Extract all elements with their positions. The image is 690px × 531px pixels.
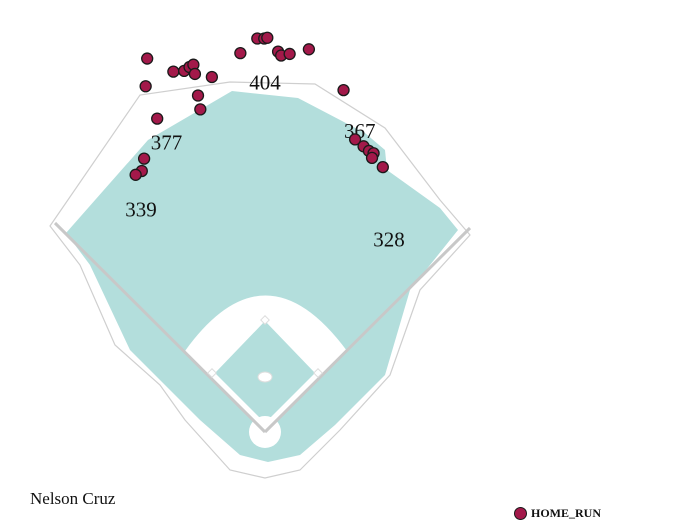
outfield-grass xyxy=(66,91,458,462)
first-base xyxy=(313,368,323,378)
home-run-point xyxy=(141,52,154,65)
home-run-point xyxy=(191,89,205,102)
distance-label-404: 404 xyxy=(249,70,281,94)
distance-label-339: 339 xyxy=(125,197,157,221)
legend-marker xyxy=(514,507,527,520)
home-run-point xyxy=(261,31,274,44)
home-run-point xyxy=(348,133,362,146)
legend-label: HOME_RUN xyxy=(531,506,601,520)
distance-label-377: 377 xyxy=(151,130,183,154)
home-run-point xyxy=(151,112,164,125)
home-run-point xyxy=(139,80,152,93)
legend: HOME_RUN xyxy=(514,506,601,521)
third-base xyxy=(207,368,217,378)
home-run-point xyxy=(167,65,180,78)
home-run-point xyxy=(302,43,316,56)
home-run-point xyxy=(129,168,142,181)
foul-line-left xyxy=(53,221,267,434)
home-run-point xyxy=(337,83,350,97)
home-run-point xyxy=(376,160,389,174)
home-run-point xyxy=(234,47,247,60)
player-name: Nelson Cruz xyxy=(30,489,116,508)
second-base xyxy=(260,315,270,325)
home-run-point xyxy=(194,103,207,116)
home-run-point xyxy=(137,152,151,165)
home-run-point xyxy=(283,47,296,61)
home-run-point xyxy=(365,151,379,165)
home-run-point xyxy=(188,67,202,81)
home-run-point xyxy=(205,70,219,84)
pitchers-mound xyxy=(257,371,273,383)
foul-line-right xyxy=(263,226,472,434)
distance-label-328: 328 xyxy=(373,227,405,251)
